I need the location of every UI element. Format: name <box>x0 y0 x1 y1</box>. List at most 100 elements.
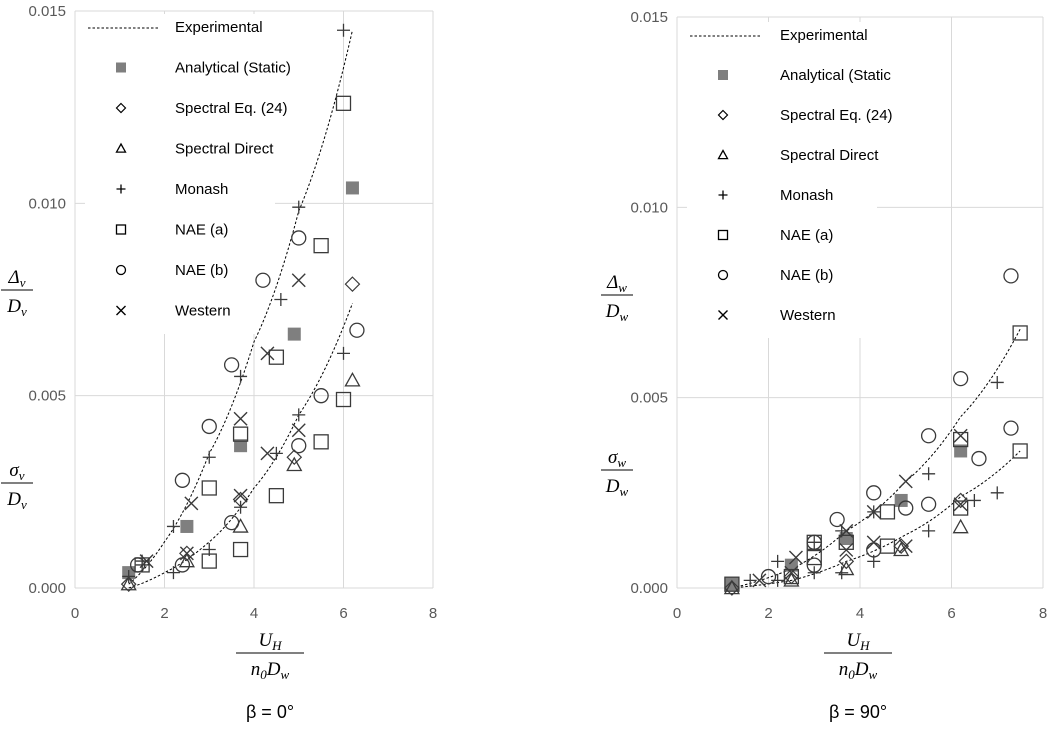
data-point-plus <box>967 493 981 507</box>
data-point-square <box>724 576 740 592</box>
data-point-diamond <box>724 580 740 596</box>
data-point-x <box>260 346 275 361</box>
y-axis-label-bottom-numerator: σv <box>9 460 24 483</box>
data-point-diamond <box>838 553 855 570</box>
legend-label: NAE (a) <box>175 222 228 239</box>
x-tick-label: 8 <box>429 605 437 622</box>
data-point-diamond <box>286 449 303 466</box>
y-tick-label: 0.000 <box>630 580 668 597</box>
x-axis-label-denominator: n0Dw <box>839 659 878 682</box>
data-point-square <box>879 504 896 520</box>
data-point-square <box>335 95 352 111</box>
data-point-x <box>953 428 968 443</box>
data-point-plus <box>743 573 757 587</box>
data-point-plus <box>122 569 136 583</box>
data-point-plus <box>234 369 248 383</box>
data-point-circle <box>1003 420 1019 436</box>
x-axis-label-denominator: n0Dw <box>251 659 290 682</box>
data-point-circle <box>313 388 329 404</box>
legend-marker-triangle <box>717 149 729 160</box>
y-axis-label-bottom-denominator: Dw <box>605 476 629 499</box>
chart-caption: β = 90° <box>829 702 887 722</box>
y-tick-label: 0.005 <box>630 390 668 407</box>
y-axis-label-top-numerator: Δw <box>606 272 627 295</box>
data-point-plus <box>234 500 248 514</box>
data-point-square <box>313 237 329 254</box>
data-point-square <box>201 480 217 496</box>
data-point-square <box>134 557 150 573</box>
x-axis-label-numerator: UH <box>846 630 870 653</box>
data-point-square <box>953 431 969 448</box>
data-point-filled-square <box>345 181 359 195</box>
legend-label: Spectral Eq. (24) <box>780 107 893 124</box>
x-tick-label: 4 <box>856 605 864 622</box>
legend-label: NAE (b) <box>175 262 228 279</box>
legend-label: Experimental <box>780 27 868 44</box>
data-point-circle <box>953 370 969 387</box>
y-tick-label: 0.000 <box>28 580 66 597</box>
x-axis-label-numerator: UH <box>258 630 282 653</box>
data-point-plus <box>922 467 936 481</box>
data-point-plus <box>202 450 216 464</box>
data-point-square <box>232 426 249 442</box>
chart-beta-0: 0 2 4 6 8 0.000 0.005 0.010 0.015 Experimental Ana… <box>1 3 437 722</box>
data-point-square <box>879 538 896 554</box>
data-point-plus <box>274 293 288 306</box>
data-point-x <box>953 497 968 512</box>
data-point-x <box>179 546 194 561</box>
data-point-circle <box>920 496 937 512</box>
data-point-filled-square <box>784 558 798 572</box>
data-point-x <box>139 554 154 569</box>
data-point-circle <box>255 272 271 288</box>
legend-label: Western <box>175 303 231 320</box>
x-tick-label: 8 <box>1039 605 1047 622</box>
x-tick-label: 6 <box>947 605 955 622</box>
data-point-x <box>839 542 854 557</box>
legend-marker-filled-square <box>116 62 126 73</box>
data-point-x <box>291 423 306 438</box>
data-point-circle <box>129 557 146 573</box>
legend-marker-plus <box>718 190 728 200</box>
y-tick-label: 0.015 <box>630 9 668 26</box>
data-point-triangle <box>344 371 361 387</box>
data-point-filled-square <box>894 493 908 507</box>
data-point-plus <box>807 535 821 549</box>
data-point-plus <box>990 375 1004 389</box>
data-point-x <box>898 474 913 489</box>
data-point-x <box>291 273 306 288</box>
y-tick-label: 0.005 <box>28 388 66 405</box>
legend-marker-circle <box>115 264 127 276</box>
data-point-x <box>752 573 767 588</box>
data-point-diamond <box>952 492 969 509</box>
legend-label: Analytical (Static) <box>175 60 291 77</box>
data-point-circle <box>174 472 191 488</box>
legend-marker-square <box>717 229 729 241</box>
data-point-circle <box>866 542 882 558</box>
legend-label: Spectral Eq. (24) <box>175 100 288 117</box>
data-point-x <box>788 550 803 565</box>
x-tick-label: 0 <box>71 605 79 622</box>
legend-label: Monash <box>780 187 833 204</box>
data-point-square <box>335 391 352 408</box>
data-point-circle <box>920 428 937 444</box>
data-point-circle <box>223 514 240 531</box>
legend-marker-circle <box>717 269 729 281</box>
data-point-circle <box>760 568 777 585</box>
data-point-square <box>1012 325 1028 341</box>
data-point-x <box>260 446 275 461</box>
legend-label: NAE (a) <box>780 227 833 244</box>
data-point-square <box>953 500 969 516</box>
data-point-square <box>313 434 329 450</box>
data-point-square <box>268 349 285 365</box>
data-point-circle <box>1003 268 1019 284</box>
legend-label: NAE (b) <box>780 267 833 284</box>
chart-caption: β = 0° <box>246 702 294 722</box>
trend-line-experimental <box>128 30 353 585</box>
data-point-x <box>866 504 881 519</box>
data-point-x <box>233 488 248 503</box>
data-point-filled-square <box>234 439 248 453</box>
data-point-square <box>806 549 822 566</box>
data-point-x <box>233 411 248 426</box>
data-point-x <box>866 535 881 550</box>
y-tick-label: 0.010 <box>630 199 668 216</box>
